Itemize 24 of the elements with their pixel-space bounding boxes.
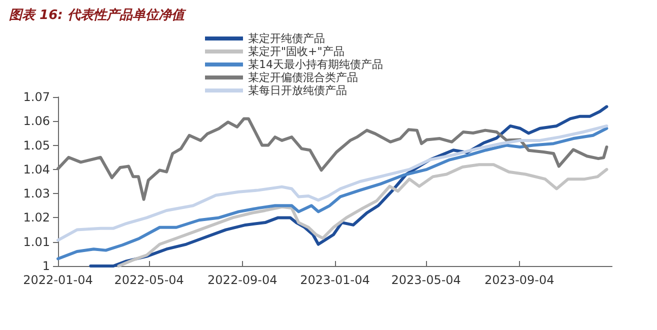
line-series [56,117,608,201]
x-tick-label: 2023-01-04 [300,273,370,287]
line-series [56,124,608,242]
x-tick-label: 2022-01-04 [23,273,93,287]
legend-label: 某每日开放纯债产品 [248,84,347,97]
legend-label: 某14天最小持有期纯债产品 [248,58,383,71]
x-tick-label: 2022-09-04 [208,273,278,287]
chart-title: 图表 16: 代表性产品单位净值 [9,7,186,23]
y-tick-label: 1.06 [23,114,50,128]
legend-label: 某定开偏债混合类产品 [248,71,358,84]
legend-label: 某定开"固收+"产品 [248,45,344,58]
y-tick-label: 1.05 [23,138,50,152]
line-series [56,126,608,260]
line-series [117,163,608,268]
x-tick-label: 2023-05-04 [391,273,461,287]
y-tick-label: 1.02 [23,210,50,225]
y-tick-label: 1.04 [23,162,50,176]
y-tick-label: 1 [42,259,50,273]
x-tick-label: 2023-09-04 [484,273,554,287]
y-tick-label: 1.03 [23,186,50,201]
legend-label: 某定开纯债产品 [248,32,325,45]
x-tick-label: 2022-05-04 [114,273,184,287]
y-tick-label: 1.07 [23,90,50,104]
y-tick-label: 1.01 [23,234,50,249]
